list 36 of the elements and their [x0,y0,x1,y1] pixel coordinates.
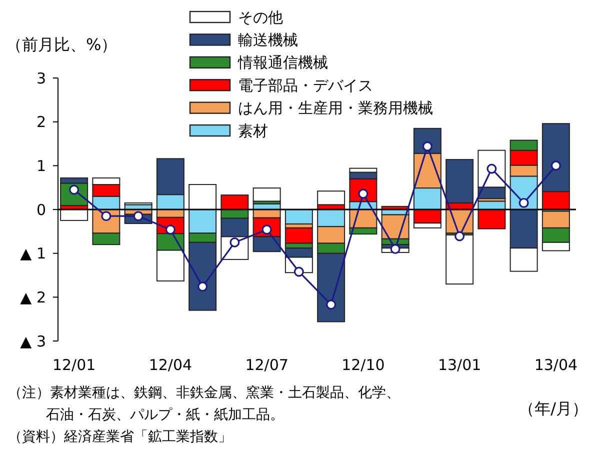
y-tick-label: 2 [36,113,46,132]
y-tick-label: 0 [36,200,46,219]
x-tick-label: 13/01 [438,356,482,374]
point [390,244,400,254]
point [101,211,112,222]
y-tick-label: 3 [36,69,46,88]
point [230,237,240,248]
y-tick-label: ▲ 1 [20,244,46,263]
y-axis-title: （前月比、%） [6,35,118,54]
bar [317,190,346,206]
point [198,282,208,292]
x-tick-label: 12/04 [148,356,192,374]
x-tick-label: 12/10 [342,356,385,374]
point [518,198,529,208]
legend-label: その他 [238,8,283,26]
text: （注）素材業種は、鉄鋼、非鉄金属、窯業・土石製品、化学、石油・石炭、パルプ・紙・紙加工品。 [8,385,400,423]
point [422,141,432,152]
legend-label: 電子部品・デバイス [238,76,373,94]
legend-label: はん用・生産用・業務用機械 [238,99,433,118]
x-axis-title: （年/月） [518,399,588,418]
bar [284,227,313,244]
legend-label: 輸送機械 [238,30,298,49]
x-tick-label: 12/01 [52,356,96,374]
legend-label: 情報通信機械 [237,54,328,72]
y-tick-label: ▲ 2 [20,288,46,306]
point [326,300,336,310]
x-tick-label: 13/04 [534,356,578,374]
point [294,266,304,277]
text: （資料）経済産業省「鉱工業指数」 [8,429,232,445]
y-tick-label: 1 [36,156,46,175]
point [454,231,465,242]
point [550,160,561,171]
bar [252,188,281,202]
legend-label: 素材 [238,122,268,140]
x-tick-label: 12/07 [245,356,288,374]
y-tick-label: ▲ 3 [20,332,46,350]
